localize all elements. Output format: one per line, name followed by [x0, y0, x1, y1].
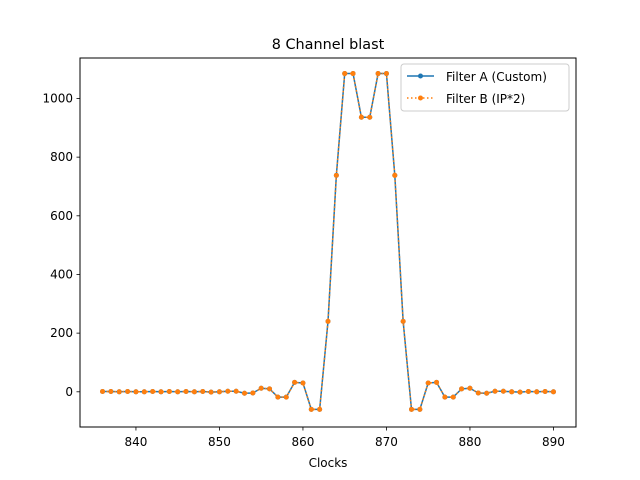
data-point-filter-b [542, 389, 548, 395]
series-line-filter-a [102, 72, 554, 411]
data-point-filter-b [392, 172, 398, 178]
data-point-filter-b [325, 318, 331, 324]
legend: Filter A (Custom) Filter B (IP*2) [400, 63, 570, 112]
data-point-filter-b [300, 380, 306, 386]
data-point-filter-b [409, 406, 415, 412]
data-point-filter-b [133, 389, 139, 395]
data-point-filter-b [442, 394, 448, 400]
data-point-filter-b [166, 389, 172, 395]
data-point-filter-b [350, 71, 356, 77]
data-point-filter-b [292, 379, 298, 385]
x-tick-label: 870 [375, 435, 398, 449]
data-point-filter-b [550, 389, 556, 395]
data-point-filter-b [216, 389, 222, 395]
data-point-filter-b [450, 394, 456, 400]
data-point-filter-b [108, 389, 114, 395]
data-point-filter-b [492, 388, 498, 394]
data-point-filter-b [375, 71, 381, 77]
y-axis: 0 200 400 600 800 1000 [42, 91, 80, 399]
data-point-filter-b [258, 385, 264, 391]
data-point-filter-b [116, 389, 122, 395]
data-point-filter-b [509, 389, 515, 395]
data-point-filter-b [183, 389, 189, 395]
legend-marker-filter-a [418, 73, 423, 79]
y-tick-label: 400 [50, 267, 73, 281]
data-point-filter-b [250, 390, 256, 396]
data-point-filter-b [534, 389, 540, 395]
data-point-filter-b [150, 389, 156, 395]
data-point-filter-b [367, 114, 373, 120]
legend-label-filter-b: Filter B (IP*2) [446, 92, 525, 106]
x-tick-label: 840 [124, 435, 147, 449]
plot-series [100, 71, 556, 412]
data-point-filter-b [158, 389, 164, 395]
data-point-filter-b [434, 379, 440, 385]
y-tick-label: 600 [50, 209, 73, 223]
plot-frame [79, 57, 577, 428]
data-point-filter-b [275, 394, 281, 400]
data-point-filter-b [517, 389, 523, 395]
data-point-filter-b [467, 385, 473, 391]
data-point-filter-b [191, 389, 197, 395]
x-tick-label: 880 [458, 435, 481, 449]
data-point-filter-b [283, 394, 289, 400]
data-point-filter-b [100, 389, 106, 395]
data-point-filter-b [233, 388, 239, 394]
data-point-filter-b [417, 406, 423, 412]
data-point-filter-b [241, 390, 247, 396]
y-tick-label: 0 [65, 385, 73, 399]
data-point-filter-b [208, 389, 214, 395]
data-point-filter-b [141, 389, 147, 395]
legend-frame [400, 63, 570, 112]
legend-marker-filter-b [418, 95, 423, 101]
data-point-filter-b [175, 389, 181, 395]
x-tick-label: 850 [208, 435, 231, 449]
y-tick-label: 800 [50, 150, 73, 164]
x-axis-title: Clocks [309, 456, 348, 470]
chart-title: 8 Channel blast [272, 37, 385, 53]
data-point-filter-b [125, 389, 131, 395]
data-point-filter-b [358, 114, 364, 120]
data-point-filter-b [484, 390, 490, 396]
data-point-filter-b [425, 380, 431, 386]
data-point-filter-b [400, 318, 406, 324]
data-point-filter-b [475, 390, 481, 396]
x-axis: 840 850 860 870 880 890 [124, 427, 565, 449]
y-tick-label: 1000 [42, 91, 73, 105]
data-point-filter-b [342, 71, 348, 77]
data-point-filter-b [333, 172, 339, 178]
y-tick-label: 200 [50, 326, 73, 340]
series-line-filter-b [102, 72, 554, 411]
data-point-filter-b [200, 389, 206, 395]
data-point-filter-b [308, 406, 314, 412]
data-point-filter-b [225, 388, 231, 394]
data-point-filter-b [500, 388, 506, 394]
legend-label-filter-a: Filter A (Custom) [446, 70, 547, 84]
data-point-filter-b [525, 389, 531, 395]
data-point-filter-b [267, 386, 273, 392]
x-tick-label: 860 [291, 435, 314, 449]
data-point-filter-b [317, 406, 323, 412]
x-tick-label: 890 [542, 435, 565, 449]
data-point-filter-b [383, 71, 389, 77]
data-point-filter-b [459, 386, 465, 392]
